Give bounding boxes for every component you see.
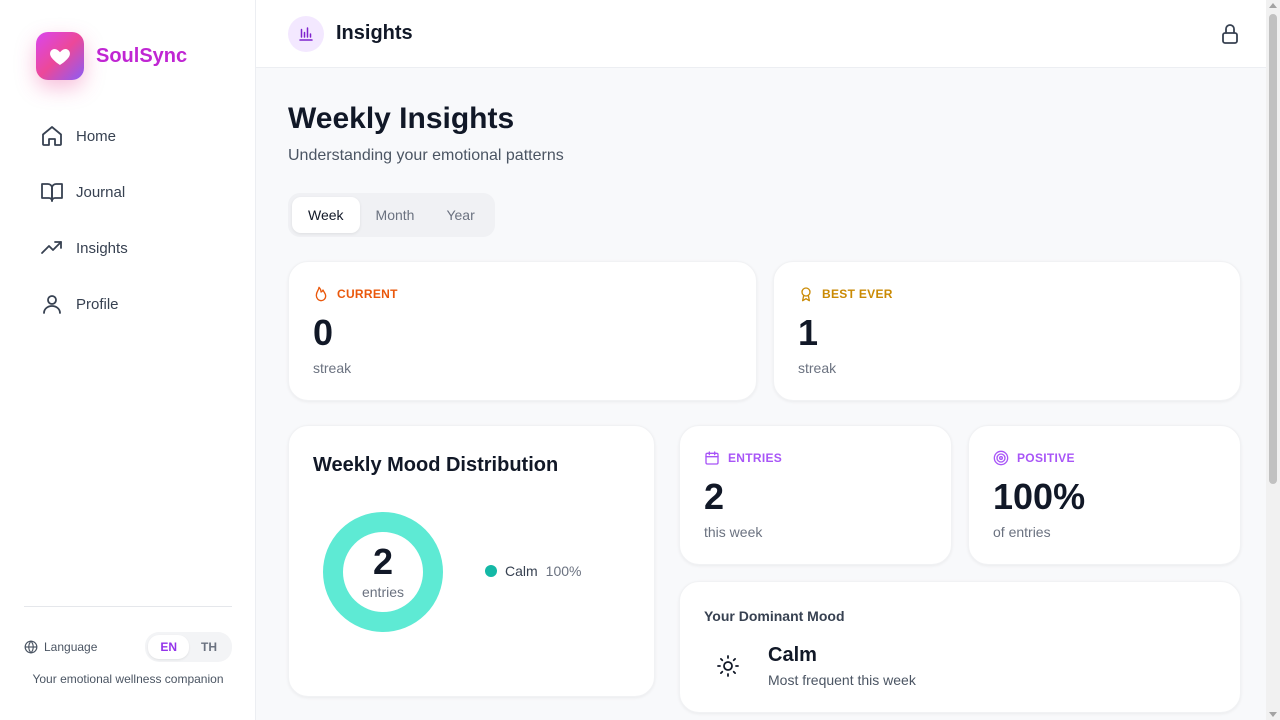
award-icon [801, 287, 811, 302]
scroll-down-arrow[interactable] [1269, 712, 1277, 717]
sidebar-item-profile[interactable]: Profile [24, 276, 232, 332]
donut-center: 2 entries [323, 512, 443, 632]
language-switcher: Language EN TH [24, 632, 232, 662]
language-option-en[interactable]: EN [148, 635, 189, 659]
dominant-mood-card: Your Dominant Mood Calm Most frequent th… [679, 581, 1241, 713]
sidebar-item-label: Insights [76, 239, 128, 257]
entries-label: ENTRIES [704, 450, 782, 466]
current-streak-unit: streak [313, 360, 352, 376]
trending-up-icon [41, 241, 62, 254]
sidebar-item-label: Journal [76, 183, 126, 201]
language-toggle: EN TH [145, 632, 232, 662]
entries-card: ENTRIES 2 this week [679, 425, 952, 565]
legend-dot [485, 565, 497, 577]
legend-label: Calm [505, 563, 538, 579]
language-option-th[interactable]: TH [201, 640, 217, 654]
sidebar-item-label: Home [76, 127, 117, 145]
legend-value: 100% [545, 563, 582, 579]
positive-label-text: POSITIVE [1017, 451, 1075, 465]
page-title: Weekly Insights [288, 102, 515, 135]
app-tagline: Your emotional wellness companion [32, 672, 224, 686]
current-streak-label-text: CURRENT [337, 287, 398, 301]
current-streak-value: 0 [313, 312, 334, 353]
sidebar-nav: Home Journal Insights Profile [24, 108, 232, 332]
sidebar: SoulSync Home Journal Insights Profile L… [0, 0, 256, 720]
mood-donut-chart [323, 512, 443, 632]
sidebar-item-home[interactable]: Home [24, 108, 232, 164]
current-streak-label: CURRENT [313, 286, 398, 302]
period-tabs: Week Month Year [288, 193, 495, 237]
dominant-mood-title: Your Dominant Mood [704, 608, 845, 624]
chart-title: Weekly Mood Distribution [313, 454, 559, 476]
tab-week[interactable]: Week [292, 197, 360, 233]
brand[interactable]: SoulSync [36, 32, 187, 80]
positive-unit: of entries [993, 524, 1051, 540]
tab-year[interactable]: Year [446, 207, 475, 223]
sidebar-divider [24, 606, 232, 607]
globe-icon [24, 640, 38, 654]
lock-icon [1222, 24, 1238, 44]
mood-distribution-card: Weekly Mood Distribution 2 entries Calm … [288, 425, 655, 697]
positive-card: POSITIVE 100% of entries [968, 425, 1241, 565]
positive-label: POSITIVE [993, 450, 1075, 466]
best-streak-card: BEST EVER 1 streak [773, 261, 1241, 401]
bar-chart-icon [288, 16, 324, 52]
entries-unit: this week [704, 524, 763, 540]
entries-label-text: ENTRIES [728, 451, 783, 465]
top-bar: Insights [256, 0, 1266, 68]
app-name: SoulSync [96, 44, 188, 67]
lock-button[interactable] [1218, 22, 1242, 46]
current-streak-card: CURRENT 0 streak [288, 261, 757, 401]
page-subtitle: Understanding your emotional patterns [288, 147, 564, 164]
scroll-thumb[interactable] [1269, 14, 1277, 484]
sidebar-item-insights[interactable]: Insights [24, 220, 232, 276]
legend-item-calm: Calm 100% [485, 563, 581, 579]
scroll-up-arrow[interactable] [1269, 3, 1277, 8]
sidebar-item-journal[interactable]: Journal [24, 164, 232, 220]
scrollbar[interactable] [1266, 0, 1280, 720]
dominant-mood-description: Most frequent this week [768, 672, 916, 688]
best-streak-label-text: BEST EVER [822, 287, 893, 301]
user-icon [43, 295, 61, 314]
entries-value: 2 [704, 476, 725, 517]
heart-logo-icon [36, 32, 84, 80]
page-header-title: Insights [336, 22, 413, 44]
language-label-text: Language [44, 640, 98, 654]
best-streak-label: BEST EVER [798, 286, 893, 302]
sun-icon [704, 642, 752, 690]
book-open-icon [41, 183, 63, 202]
donut-total-label: entries [361, 584, 405, 600]
best-streak-unit: streak [798, 360, 837, 376]
target-icon [993, 450, 1009, 466]
sidebar-item-label: Profile [76, 295, 119, 313]
donut-slice-calm [323, 512, 443, 632]
language-label: Language [24, 640, 97, 654]
donut-total: 2 [372, 541, 394, 582]
home-icon [42, 126, 62, 146]
dominant-mood-name: Calm [768, 644, 817, 666]
best-streak-value: 1 [798, 312, 819, 353]
calendar-icon [705, 451, 719, 465]
positive-value: 100% [993, 476, 1086, 517]
tab-month[interactable]: Month [375, 207, 415, 223]
flame-icon [315, 286, 327, 302]
